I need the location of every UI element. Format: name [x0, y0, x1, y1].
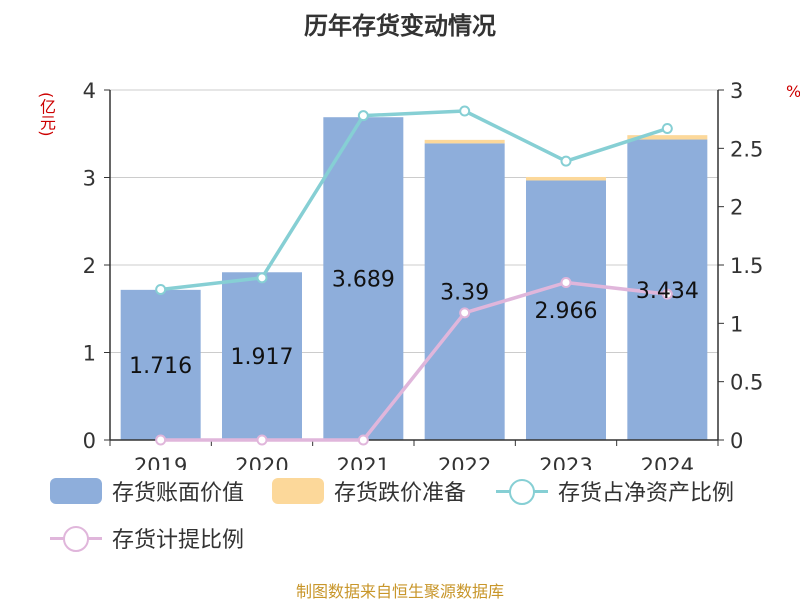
point-provision-ratio: [256, 434, 268, 446]
legend-item-book-value[interactable]: 存货账面价值: [50, 475, 244, 507]
line-provision-ratio: [160, 280, 668, 442]
left-tick-label: 0: [83, 429, 96, 453]
bar-value-label: 3.434: [636, 279, 699, 304]
bar-value-label: 1.716: [129, 354, 192, 379]
legend-label-book-value: 存货账面价值: [112, 481, 245, 506]
data-source-footer: 制图数据来自恒生聚源数据库: [295, 582, 504, 601]
bar-book-value: [222, 272, 302, 440]
bar-book-value: [424, 143, 505, 440]
bar-book-value: [526, 180, 606, 440]
bar-value-label: 1.917: [231, 345, 294, 370]
x-tick-label: 2024: [641, 454, 694, 470]
x-tick-label: 2022: [438, 454, 491, 470]
right-tick-label: 2: [730, 196, 743, 220]
legend-item-net-asset-ratio[interactable]: 存货占净资产比例: [496, 475, 734, 507]
point-net-asset-ratio: [661, 123, 673, 134]
left-tick-label: 1: [83, 342, 96, 366]
right-axis-unit: %: [786, 82, 800, 101]
legend-item-impairment[interactable]: 存货跌价准备: [272, 475, 466, 507]
point-net-asset-ratio: [560, 155, 572, 167]
point-provision-ratio: [459, 307, 471, 319]
right-tick-label: 2.5: [730, 137, 763, 161]
left-tick-label: 3: [83, 167, 96, 191]
right-tick-label: 3: [730, 79, 743, 103]
point-provision-ratio: [357, 434, 369, 446]
legend-label-provision-ratio: 存货计提比例: [112, 528, 245, 553]
bar-value-label: 2.966: [535, 299, 598, 324]
bar-impairment: [424, 139, 505, 144]
right-tick-label: 0.5: [730, 371, 763, 395]
point-provision-ratio: [560, 277, 572, 288]
point-provision-ratio: [155, 434, 167, 446]
left-tick-label: 2: [83, 254, 96, 278]
right-tick-label: 1.5: [730, 254, 763, 278]
point-provision-ratio: [661, 288, 673, 300]
bar-impairment: [627, 135, 708, 140]
bar-book-value: [323, 117, 404, 441]
x-tick-label: 2020: [235, 454, 288, 470]
x-tick-label: 2021: [337, 454, 390, 470]
left-axis-unit: (亿元): [37, 92, 56, 137]
right-tick-label: 0: [730, 429, 743, 453]
point-net-asset-ratio: [357, 110, 369, 122]
legend-swatch-impairment: [272, 478, 324, 504]
chart-title: 历年存货变动情况: [304, 12, 496, 40]
x-tick-label: 2023: [539, 454, 592, 470]
legend-item-provision-ratio[interactable]: 存货计提比例: [50, 522, 244, 554]
legend-label-net-asset-ratio: 存货占净资产比例: [558, 481, 735, 506]
chart-area: 0 1 2 3 4 0 0.5 1 1.5 2 2.5 3 2019 2020 2021 2022 2023 20…: [83, 79, 764, 470]
point-net-asset-ratio: [459, 105, 471, 117]
legend-label-impairment: 存货跌价准备: [334, 481, 467, 506]
bar-impairment: [526, 176, 606, 181]
left-tick-label: 4: [83, 79, 96, 103]
bar-value-label: 3.689: [332, 268, 395, 293]
legend-swatch-book-value: [50, 478, 102, 504]
line-net-asset-ratio: [160, 109, 668, 292]
point-net-asset-ratio: [256, 272, 268, 284]
bar-book-value: [120, 289, 201, 440]
legend: 存货账面价值 存货跌价准备 存货占净资产比例 存货计提比例: [0, 470, 800, 560]
legend-swatch-net-asset-ratio: [496, 478, 548, 505]
right-tick-label: 1: [730, 312, 743, 336]
x-tick-label: 2019: [134, 454, 187, 470]
bar-value-label: 3.39: [440, 281, 489, 306]
point-net-asset-ratio: [155, 284, 167, 295]
legend-swatch-provision-ratio: [50, 525, 102, 552]
